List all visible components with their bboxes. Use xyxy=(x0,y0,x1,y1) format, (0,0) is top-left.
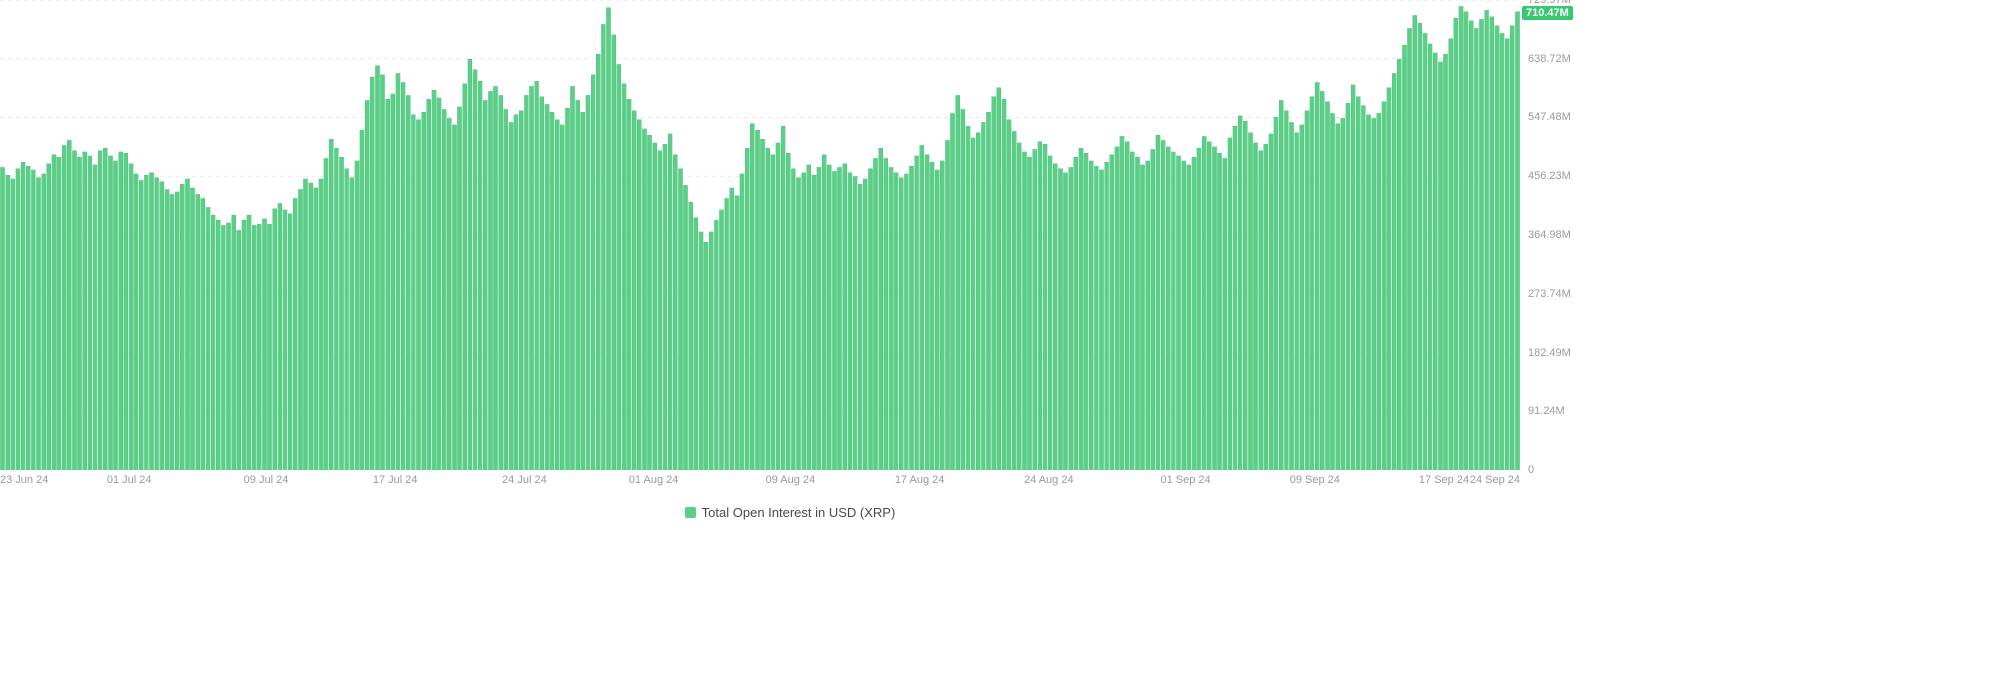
y-axis: 729.97M638.72M547.48M456.23M364.98M273.7… xyxy=(1522,0,1582,470)
x-tick-label: 09 Aug 24 xyxy=(766,474,816,486)
legend-swatch xyxy=(685,507,696,518)
x-tick-label: 09 Sep 24 xyxy=(1290,474,1340,486)
x-tick-label: 17 Aug 24 xyxy=(895,474,945,486)
x-tick-label: 17 Sep 24 xyxy=(1419,474,1469,486)
legend-label: Total Open Interest in USD (XRP) xyxy=(702,505,896,520)
x-tick-label: 24 Jul 24 xyxy=(502,474,547,486)
plot-area[interactable] xyxy=(0,0,1520,470)
y-tick-label: 456.23M xyxy=(1528,170,1571,182)
legend-item: Total Open Interest in USD (XRP) xyxy=(685,505,896,520)
x-tick-label: 01 Aug 24 xyxy=(629,474,679,486)
x-tick-label: 17 Jul 24 xyxy=(373,474,418,486)
y-tick-label: 547.48M xyxy=(1528,111,1571,123)
x-tick-label: 01 Jul 24 xyxy=(107,474,152,486)
y-tick-label: 91.24M xyxy=(1528,405,1565,417)
y-tick-label: 273.74M xyxy=(1528,288,1571,300)
y-tick-label: 638.72M xyxy=(1528,53,1571,65)
y-tick-label: 182.49M xyxy=(1528,347,1571,359)
bars-svg xyxy=(0,0,1520,470)
x-tick-label: 01 Sep 24 xyxy=(1161,474,1211,486)
x-axis: 23 Jun 24 01 Jul 24 09 Jul 24 17 Jul 24 24 J… xyxy=(0,474,1580,494)
x-tick-label: 23 Jun 24 xyxy=(0,474,48,486)
x-tick-label: 24 Aug 24 xyxy=(1024,474,1074,486)
x-tick-label: 09 Jul 24 xyxy=(244,474,289,486)
current-value-badge: 710.47M xyxy=(1522,6,1573,20)
y-tick-label: 364.98M xyxy=(1528,229,1571,241)
x-tick-label: 24 Sep 24 xyxy=(1470,474,1520,486)
legend: Total Open Interest in USD (XRP) xyxy=(0,505,1580,523)
open-interest-chart: 729.97M638.72M547.48M456.23M364.98M273.7… xyxy=(0,0,2000,677)
